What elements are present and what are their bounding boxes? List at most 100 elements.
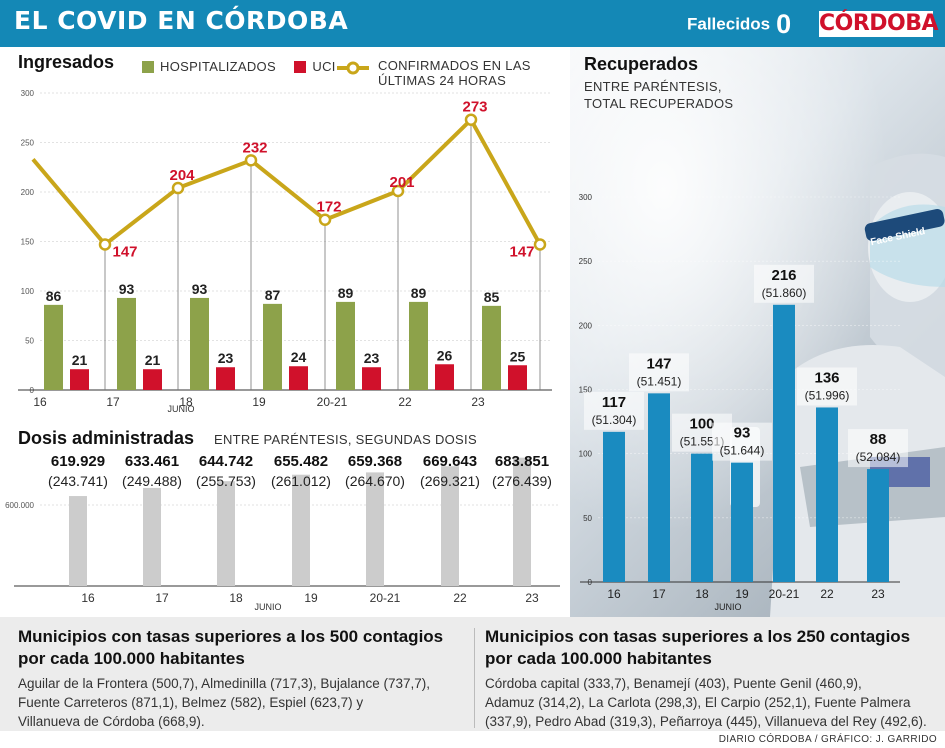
hospitalizados-bar bbox=[117, 297, 136, 390]
recuperados-y-tick: 200 bbox=[579, 321, 593, 330]
hospitalizados-value-label: 86 bbox=[46, 288, 62, 304]
recuperados-subtitle: ENTRE PARÉNTESIS, TOTAL RECUPERADOS bbox=[584, 78, 733, 112]
recuperados-value-label: 136 bbox=[814, 369, 839, 386]
recuperados-total-label: (51.860) bbox=[762, 286, 807, 300]
municipios-500-list: Aguilar de la Frontera (500,7), Almedini… bbox=[18, 674, 473, 731]
municipios-250-line3: (337,9), Pedro Abad (319,3), Peñarroya (… bbox=[485, 714, 927, 729]
recuperados-y-tick: 150 bbox=[579, 386, 593, 395]
ingresados-x-tick: 18 bbox=[179, 395, 193, 409]
photo-illustration: Face Shield bbox=[570, 47, 945, 617]
confirmados-point bbox=[171, 181, 185, 195]
uci-value-label: 21 bbox=[145, 352, 161, 368]
header-bar: EL COVID EN CÓRDOBA Fallecidos 0 CÓRDOBA bbox=[0, 0, 945, 47]
uci-value-label: 21 bbox=[72, 352, 88, 368]
ingresados-title: Ingresados bbox=[18, 52, 115, 72]
recuperados-label-backdrop bbox=[797, 367, 857, 406]
recuperados-subtitle-line1: ENTRE PARÉNTESIS, bbox=[584, 79, 722, 94]
recuperados-y-tick: 50 bbox=[583, 514, 592, 523]
recuperados-bar bbox=[816, 407, 838, 582]
legend-confirmados-line2: ÚLTIMAS 24 HORAS bbox=[378, 73, 507, 88]
ingresados-y-tick: 250 bbox=[21, 139, 35, 148]
recuperados-bar bbox=[691, 453, 713, 582]
recuperados-x-tick: 22 bbox=[820, 587, 834, 601]
recuperados-y-tick: 100 bbox=[579, 450, 593, 459]
municipios-panel bbox=[0, 617, 945, 731]
ingresados-y-tick: 150 bbox=[21, 238, 35, 247]
confirmados-value-label: 147 bbox=[112, 243, 137, 260]
ingresados-x-tick: 23 bbox=[471, 395, 485, 409]
recuperados-label-backdrop bbox=[629, 353, 689, 392]
dosis-y-tick: 600.000 bbox=[5, 501, 34, 510]
ingresados-x-tick: 20-21 bbox=[317, 395, 348, 409]
dosis-x-tick: 19 bbox=[304, 591, 318, 605]
municipios-250-list: Córdoba capital (333,7), Benamejí (403),… bbox=[485, 674, 940, 731]
confirmados-point bbox=[244, 154, 258, 167]
ingresados-bars: 86 21 93 21 93 23 87 24 89 23 89 26 85 25 bbox=[44, 281, 527, 390]
ingresados-month-label: JUNIO bbox=[168, 404, 195, 414]
recuperados-x-tick: 23 bbox=[871, 587, 885, 601]
municipios-250-line2: Adamuz (314,2), La Carlota (298,3), El C… bbox=[485, 695, 911, 710]
legend-confirmados-label: CONFIRMADOS EN LAS ÚLTIMAS 24 HORAS bbox=[378, 58, 531, 88]
background-photo: Face Shield bbox=[570, 47, 945, 617]
legend-hospitalizados-label: HOSPITALIZADOS bbox=[160, 59, 276, 74]
dosis-bar bbox=[441, 466, 459, 586]
dosis-value-label: 619.929 bbox=[51, 453, 105, 470]
dosis-x-tick: 17 bbox=[155, 591, 169, 605]
recuperados-title: Recuperados bbox=[584, 54, 699, 74]
recuperados-y-tick: 250 bbox=[579, 257, 593, 266]
fallecidos-label: Fallecidos bbox=[687, 14, 771, 34]
dosis-value-label: 659.368 bbox=[348, 453, 402, 470]
hospitalizados-bar bbox=[409, 301, 428, 390]
dosis-x-tick: 23 bbox=[525, 591, 539, 605]
confirmados-line-chart: 147 204 232 172 201 273 147 bbox=[31, 99, 547, 260]
dosis-value-label: 683.851 bbox=[495, 453, 549, 470]
confirmados-point bbox=[391, 184, 405, 198]
dosis-title: Dosis administradas bbox=[18, 428, 195, 448]
uci-value-label: 26 bbox=[437, 347, 453, 363]
legend-uci-swatch bbox=[294, 60, 307, 73]
ingresados-x-tick: 22 bbox=[398, 395, 412, 409]
recuperados-label-backdrop bbox=[754, 264, 814, 303]
dosis-value-label: 669.643 bbox=[423, 453, 477, 470]
confirmados-point bbox=[318, 213, 332, 226]
dosis-second-label: (243.741) bbox=[48, 473, 108, 489]
confirmados-value-label: 204 bbox=[169, 167, 195, 184]
dosis-x-tick: 16 bbox=[81, 591, 95, 605]
confirmados-value-label: 172 bbox=[316, 199, 341, 216]
page-title: EL COVID EN CÓRDOBA bbox=[14, 6, 349, 35]
dosis-bar bbox=[69, 496, 87, 586]
uci-value-label: 23 bbox=[364, 350, 380, 366]
dosis-bar bbox=[292, 474, 310, 586]
municipios-250-title: Municipios con tasas superiores a los 25… bbox=[485, 626, 940, 670]
recuperados-total-label: (51.304) bbox=[592, 413, 637, 427]
dosis-bar bbox=[143, 487, 161, 586]
recuperados-bar bbox=[867, 469, 889, 582]
uci-bar bbox=[362, 367, 381, 390]
ingresados-y-tick: 200 bbox=[21, 188, 35, 197]
legend-confirmados-swatch bbox=[337, 61, 369, 75]
recuperados-value-label: 216 bbox=[771, 267, 796, 284]
hospitalizados-value-label: 93 bbox=[119, 281, 135, 297]
recuperados-total-label: (52.084) bbox=[856, 450, 901, 464]
uci-bar bbox=[289, 366, 308, 390]
hospitalizados-bar bbox=[44, 304, 63, 390]
municipios-250-block: Municipios con tasas superiores a los 25… bbox=[485, 626, 940, 731]
municipios-500-line3: Villanueva de Córdoba (668,9). bbox=[18, 714, 205, 729]
recuperados-x-tick: 20-21 bbox=[769, 587, 800, 601]
recuperados-total-label: (51.451) bbox=[637, 374, 682, 388]
uci-bar bbox=[70, 369, 89, 390]
dosis-value-label: 655.482 bbox=[274, 453, 328, 470]
uci-value-label: 23 bbox=[218, 350, 234, 366]
legend-confirmados-line1: CONFIRMADOS EN LAS bbox=[378, 58, 531, 73]
hospitalizados-value-label: 85 bbox=[484, 289, 500, 305]
recuperados-chart: 050100150200250300117(51.304)16147(51.45… bbox=[579, 193, 908, 612]
recuperados-bar bbox=[648, 393, 670, 582]
legend-hospitalizados-swatch bbox=[142, 60, 154, 73]
recuperados-x-tick: 19 bbox=[735, 587, 749, 601]
dosis-second-label: (264.670) bbox=[345, 473, 405, 489]
dosis-chart: 600.000 619.929 (243.741) 16 633.461 (249.488… bbox=[5, 453, 560, 612]
dosis-x-tick: 18 bbox=[229, 591, 243, 605]
municipios-divider bbox=[474, 628, 475, 728]
municipios-500-block: Municipios con tasas superiores a los 50… bbox=[18, 626, 473, 731]
confirmados-value-label: 147 bbox=[509, 243, 534, 260]
